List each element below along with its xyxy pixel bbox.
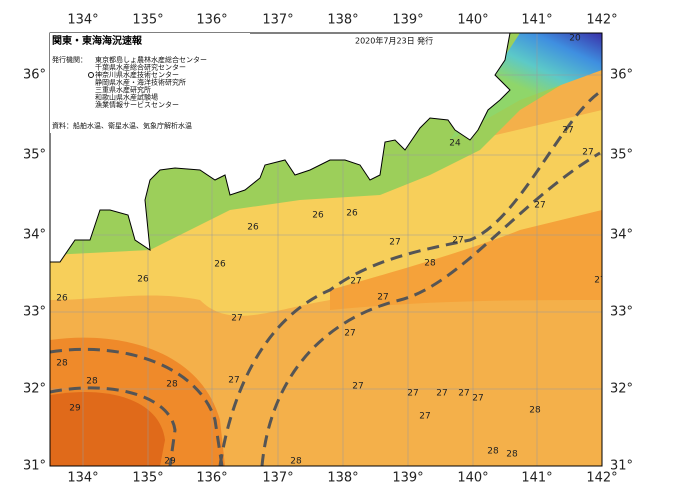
contour-label: 26 <box>137 275 149 285</box>
contour-label: 27 <box>407 389 418 399</box>
lon-label-top: 140° <box>457 13 488 28</box>
issuer-name: 神奈川県水産技術センター <box>95 70 179 79</box>
contour-label: 27 <box>436 389 447 399</box>
lon-label-bottom: 142° <box>586 471 617 486</box>
issuer-name: 東京都島しょ農林水産総合センター <box>95 55 207 64</box>
source: 資料：船舶水温、衛星水温、気象庁解析水温 <box>52 121 192 130</box>
lat-label-right: 36° <box>610 68 633 83</box>
contour-label: 26 <box>312 211 324 221</box>
lon-label-bottom: 139° <box>392 471 423 486</box>
lat-label-left: 33° <box>23 305 46 320</box>
lon-label-bottom: 135° <box>132 471 163 486</box>
issuer-name: 静岡県水産・海洋技術研究所 <box>95 78 186 87</box>
contour-label: 27 <box>472 394 483 404</box>
cold-water <box>450 33 602 140</box>
contour-label: 26 <box>214 260 226 270</box>
contour-label: 24 <box>449 139 461 149</box>
issue-date: 2020年7月23日 発行 <box>355 36 433 46</box>
lat-label-right: 34° <box>610 228 633 243</box>
contour-label: 27 <box>389 238 400 248</box>
lon-label-top: 142° <box>586 13 617 28</box>
lon-label-bottom: 140° <box>457 471 488 486</box>
issuer-name: 和歌山県水産試験場 <box>95 93 158 102</box>
lat-label-right: 33° <box>610 305 633 320</box>
contour-label: 27 <box>352 382 363 392</box>
lon-label-bottom: 141° <box>521 471 552 486</box>
contour-label: 27 <box>350 277 361 287</box>
issuer-name: 漁業情報サービスセンター <box>95 100 179 109</box>
axis-labels: 134° 134° 135° 135° 136° 136° 137° 137° 138° 138°… <box>23 13 633 486</box>
contour-label: 27 <box>419 412 430 422</box>
lon-label-top: 136° <box>196 13 227 28</box>
lat-label-right: 31° <box>610 459 633 474</box>
contour-label: 26 <box>56 294 68 304</box>
lon-label-top: 134° <box>67 13 98 28</box>
issuer-label: 発行機関： <box>52 55 87 64</box>
kuroshio-axis <box>50 90 601 466</box>
lon-label-top: 139° <box>392 13 423 28</box>
issuer-list: 東京都島しょ農林水産総合センター千葉県水産総合研究センター神奈川県水産技術センタ… <box>95 55 207 109</box>
contour-label: 28 <box>290 457 302 467</box>
contour-label: 28 <box>56 359 68 369</box>
lon-label-top: 138° <box>327 13 358 28</box>
lat-label-left: 35° <box>23 148 46 163</box>
contour-label: 28 <box>86 377 98 387</box>
contour-label: 27 <box>582 148 593 158</box>
lat-label-left: 34° <box>23 228 46 243</box>
lat-label-right: 35° <box>610 148 633 163</box>
contour-label: 27 <box>377 293 388 303</box>
lon-label-bottom: 136° <box>196 471 227 486</box>
contour-label: 27 <box>562 126 573 136</box>
contour-label: 28 <box>506 450 518 460</box>
lat-label-left: 32° <box>23 382 46 397</box>
contour-label: 20 <box>569 34 581 44</box>
contour-label: 28 <box>424 259 436 269</box>
contour-label: 27 <box>594 276 605 286</box>
lat-label-left: 31° <box>23 459 46 474</box>
contour-label: 27 <box>458 389 469 399</box>
marker <box>88 72 94 78</box>
contour-label: 29 <box>69 404 81 414</box>
lat-label-right: 32° <box>610 382 633 397</box>
contour-label: 28 <box>529 406 541 416</box>
warm-core <box>50 392 165 466</box>
contour-label: 29 <box>164 457 176 467</box>
contour-label: 27 <box>452 236 463 246</box>
contour-label: 26 <box>247 223 259 233</box>
contour-label: 28 <box>166 380 178 390</box>
contour-label: 26 <box>346 209 358 219</box>
frame <box>49 32 603 467</box>
title: 関東・東海海況速報 <box>52 34 143 47</box>
issuer-name: 三重県水産研究所 <box>95 85 151 94</box>
contour-label: 27 <box>228 376 239 386</box>
issuer-name: 千葉県水産総合研究センター <box>95 63 186 72</box>
contour-label: 27 <box>344 329 355 339</box>
lon-label-bottom: 134° <box>67 471 98 486</box>
contour-label: 27 <box>231 314 242 324</box>
legend-box <box>50 33 250 133</box>
lon-label-bottom: 138° <box>327 471 358 486</box>
lon-label-top: 137° <box>262 13 293 28</box>
lon-label-top: 141° <box>521 13 552 28</box>
contour-label: 28 <box>487 447 499 457</box>
lat-label-left: 36° <box>23 68 46 83</box>
lon-label-bottom: 137° <box>262 471 293 486</box>
contour-label: 27 <box>534 201 545 211</box>
lon-label-top: 135° <box>132 13 163 28</box>
